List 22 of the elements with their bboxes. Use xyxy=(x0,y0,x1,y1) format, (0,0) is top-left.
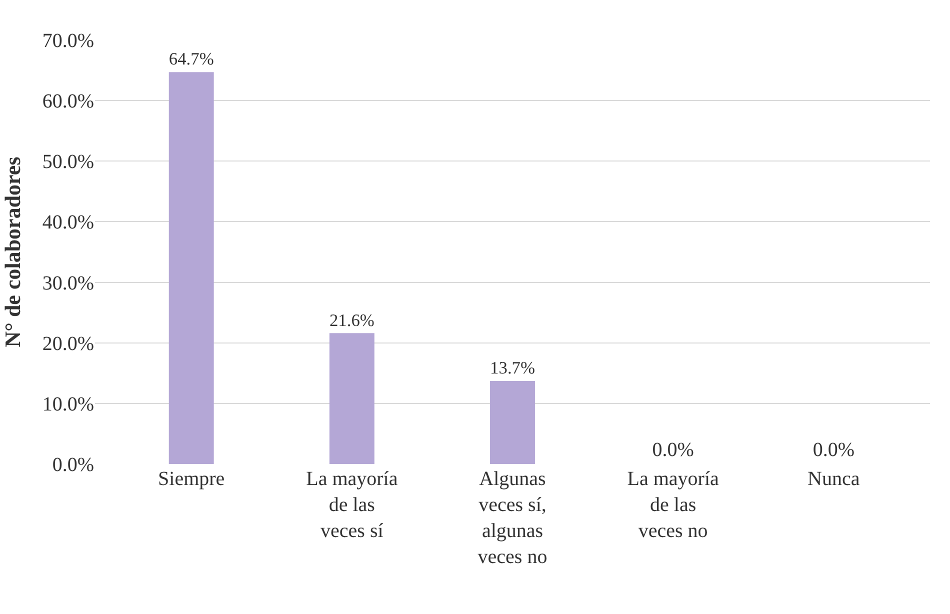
y-tick-label: 70.0% xyxy=(42,30,94,52)
x-tick-label: La mayoría de las veces no xyxy=(627,468,720,542)
y-tick-label: 50.0% xyxy=(42,151,94,174)
y-axis-title: N° de colaboradores xyxy=(0,156,26,348)
bar xyxy=(490,381,535,464)
y-tick-label: 10.0% xyxy=(42,393,94,416)
data-label: 0.0% xyxy=(812,439,854,461)
bar xyxy=(329,333,374,464)
y-tick-label: 0.0% xyxy=(52,454,94,476)
y-tick-label: 30.0% xyxy=(42,272,94,294)
x-tick-label: Siempre xyxy=(158,468,225,490)
y-tick-label: 40.0% xyxy=(42,212,94,234)
y-tick-label: 60.0% xyxy=(42,90,94,113)
data-label: 13.7% xyxy=(490,358,535,378)
data-label: 64.7% xyxy=(168,48,214,69)
data-label: 0.0% xyxy=(652,439,694,461)
x-tick-label: Nunca xyxy=(808,468,860,490)
bar xyxy=(168,72,214,464)
y-tick-label: 20.0% xyxy=(42,332,94,355)
x-tick-label: La mayoría de las veces sí xyxy=(306,468,398,542)
data-label: 21.6% xyxy=(329,310,374,330)
x-tick-label: Algunas veces sí, algunas veces no xyxy=(478,468,548,568)
